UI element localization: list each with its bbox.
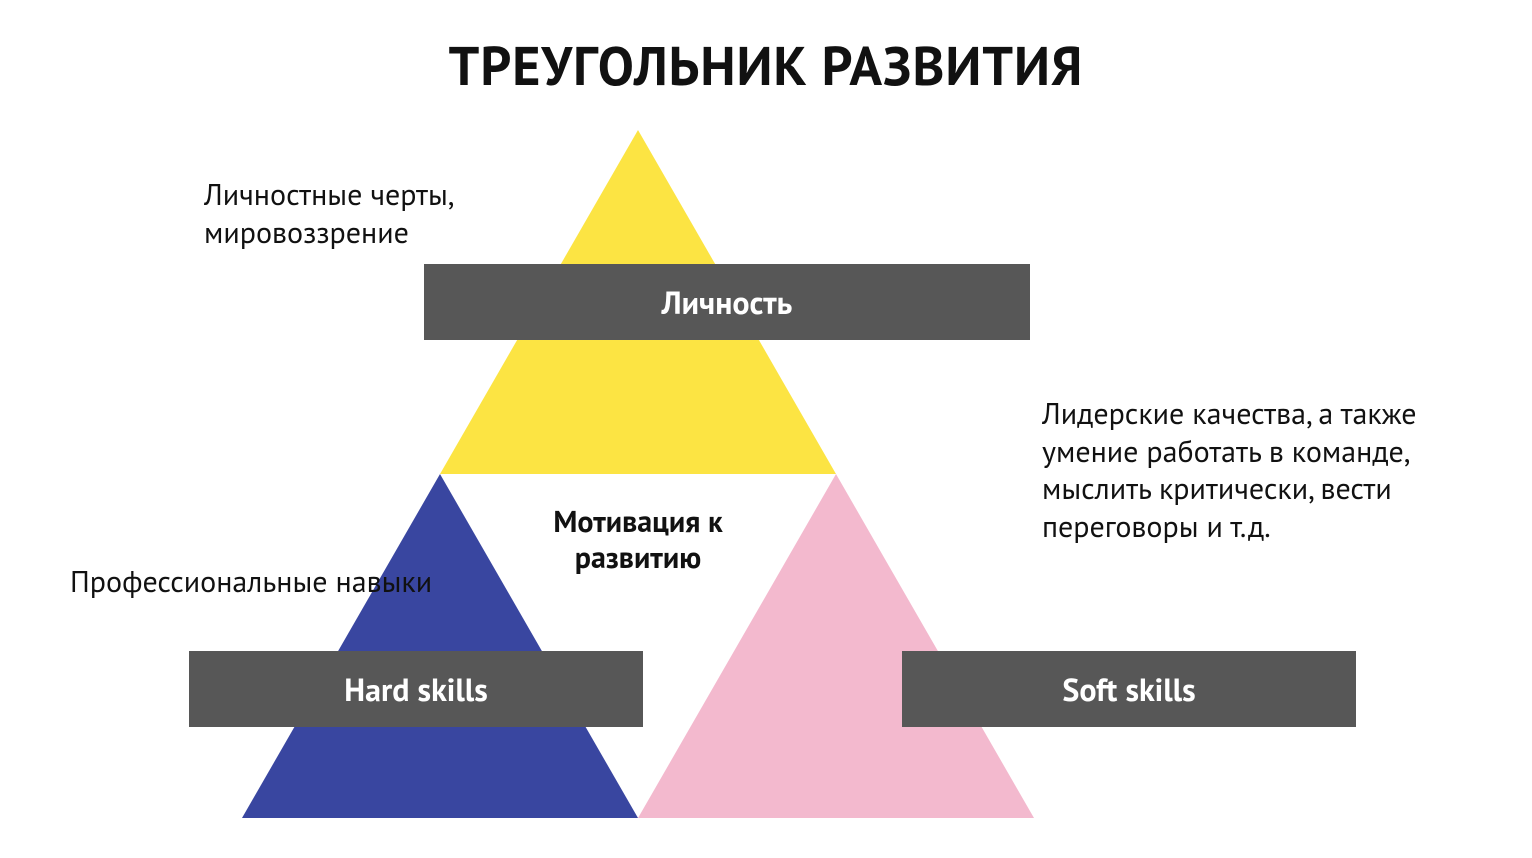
label-hard-skills: Hard skills (189, 651, 643, 727)
center-label: Мотивация к развитию (508, 504, 768, 576)
label-soft-skills: Soft skills (902, 651, 1356, 727)
diagram-title: ТРЕУГОЛЬНИК РАЗВИТИЯ (0, 30, 1532, 100)
center-label-line2: развитию (575, 538, 701, 577)
desc-personality: Личностные черты, мировоззрение (204, 176, 564, 251)
label-personality: Личность (424, 264, 1030, 340)
center-label-line1: Мотивация к (553, 502, 722, 541)
desc-hard-skills: Профессиональные навыки (70, 563, 450, 601)
desc-soft-skills: Лидерские качества, а также умение работ… (1042, 395, 1466, 545)
diagram-stage: ТРЕУГОЛЬНИК РАЗВИТИЯ Личность Hard skill… (0, 0, 1532, 858)
